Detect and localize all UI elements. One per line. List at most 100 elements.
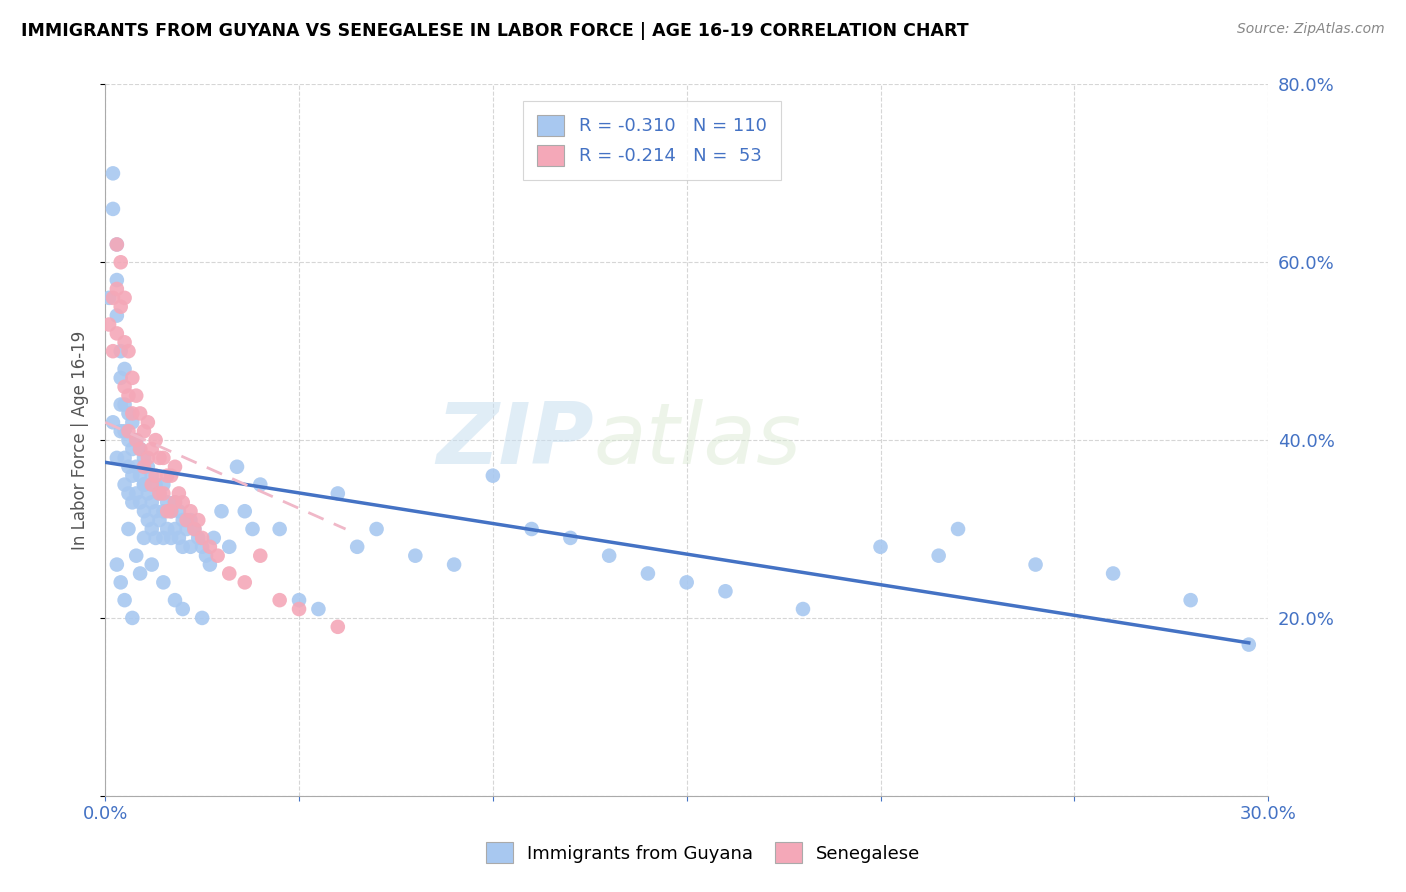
Point [869, 540, 891, 554]
Point [141, 558, 163, 572]
Point [101, 166, 124, 180]
Point [117, 486, 139, 500]
Point [156, 468, 179, 483]
Point [191, 540, 214, 554]
Point [129, 406, 152, 420]
Point [198, 540, 221, 554]
Point [183, 522, 205, 536]
Point [136, 513, 159, 527]
Point [167, 486, 190, 500]
Point [167, 531, 190, 545]
Point [117, 459, 139, 474]
Point [117, 344, 139, 359]
Point [1102, 566, 1125, 581]
Point [163, 459, 186, 474]
Point [121, 611, 143, 625]
Point [233, 575, 256, 590]
Point [114, 291, 136, 305]
Point [114, 593, 136, 607]
Point [129, 468, 152, 483]
Point [218, 540, 240, 554]
Point [163, 522, 186, 536]
Point [105, 282, 128, 296]
Point [117, 406, 139, 420]
Point [207, 549, 229, 563]
Text: ZIP: ZIP [436, 399, 593, 482]
Point [148, 513, 170, 527]
Point [163, 495, 186, 509]
Point [226, 459, 249, 474]
Legend: Immigrants from Guyana, Senegalese: Immigrants from Guyana, Senegalese [477, 833, 929, 872]
Point [176, 522, 198, 536]
Point [121, 495, 143, 509]
Point [191, 531, 214, 545]
Point [117, 424, 139, 438]
Point [1025, 558, 1047, 572]
Point [172, 540, 194, 554]
Point [167, 504, 190, 518]
Point [714, 584, 737, 599]
Point [269, 593, 291, 607]
Point [198, 558, 221, 572]
Point [307, 602, 329, 616]
Point [132, 477, 155, 491]
Point [928, 549, 950, 563]
Point [136, 459, 159, 474]
Point [183, 522, 205, 536]
Point [117, 522, 139, 536]
Point [187, 531, 209, 545]
Point [110, 255, 132, 269]
Point [148, 486, 170, 500]
Point [129, 495, 152, 509]
Point [482, 468, 505, 483]
Point [132, 459, 155, 474]
Point [110, 344, 132, 359]
Point [156, 504, 179, 518]
Point [346, 540, 368, 554]
Point [163, 495, 186, 509]
Point [101, 344, 124, 359]
Point [195, 549, 218, 563]
Point [145, 504, 167, 518]
Point [125, 549, 148, 563]
Point [105, 237, 128, 252]
Point [598, 549, 620, 563]
Point [404, 549, 426, 563]
Point [187, 513, 209, 527]
Point [141, 477, 163, 491]
Point [637, 566, 659, 581]
Point [125, 433, 148, 447]
Point [121, 371, 143, 385]
Point [675, 575, 697, 590]
Point [129, 566, 152, 581]
Point [105, 309, 128, 323]
Point [105, 237, 128, 252]
Point [160, 531, 183, 545]
Point [152, 477, 174, 491]
Point [101, 202, 124, 216]
Point [114, 477, 136, 491]
Point [218, 566, 240, 581]
Point [141, 495, 163, 509]
Point [179, 513, 201, 527]
Point [121, 468, 143, 483]
Point [101, 415, 124, 429]
Point [191, 611, 214, 625]
Point [114, 362, 136, 376]
Point [121, 406, 143, 420]
Point [233, 504, 256, 518]
Point [249, 549, 271, 563]
Point [105, 273, 128, 287]
Point [110, 398, 132, 412]
Point [156, 495, 179, 509]
Point [792, 602, 814, 616]
Point [242, 522, 264, 536]
Point [152, 504, 174, 518]
Point [249, 477, 271, 491]
Point [105, 326, 128, 341]
Point [125, 389, 148, 403]
Point [145, 468, 167, 483]
Point [211, 504, 233, 518]
Point [269, 522, 291, 536]
Point [152, 531, 174, 545]
